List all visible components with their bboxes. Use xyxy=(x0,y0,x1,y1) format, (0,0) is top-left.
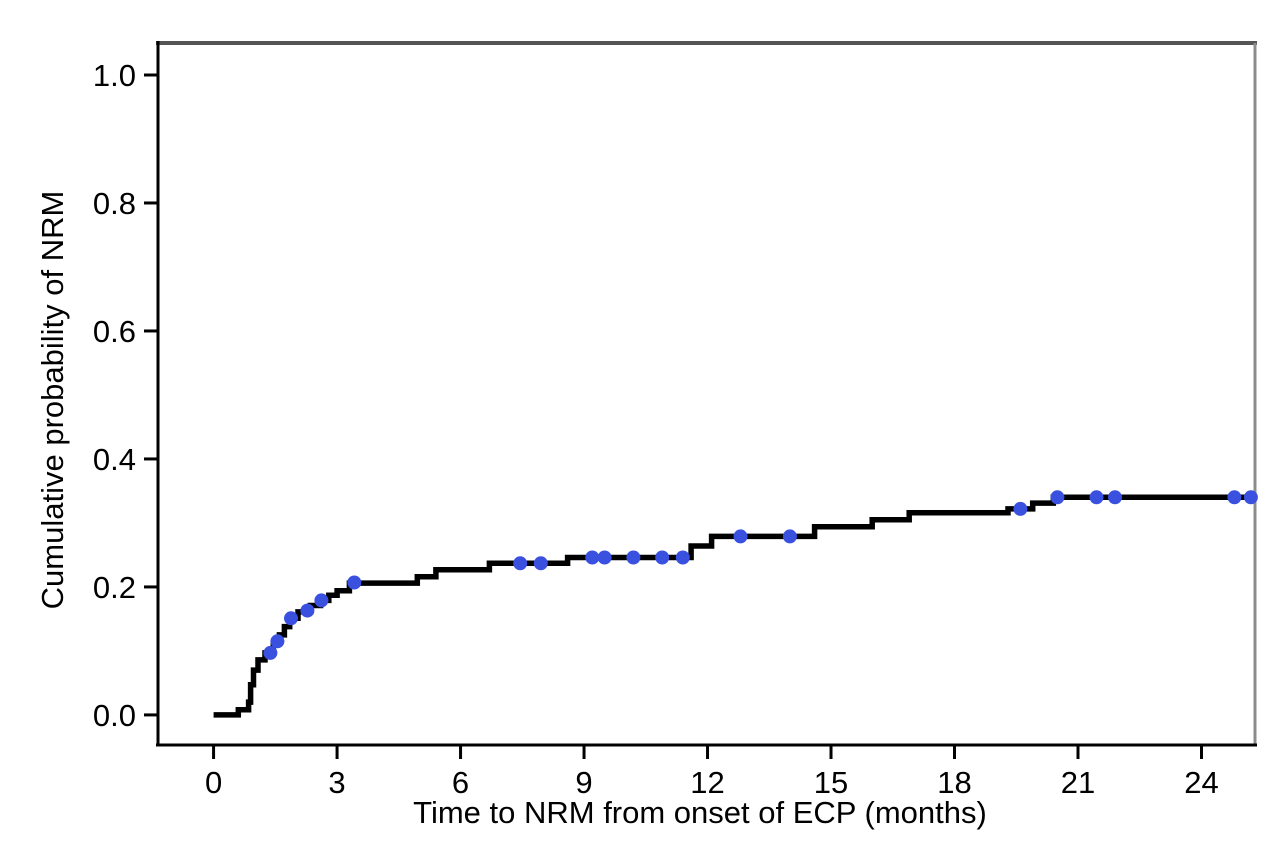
y-tick-label: 0.2 xyxy=(93,570,136,605)
censor-mark xyxy=(1227,490,1242,505)
censor-mark xyxy=(533,556,548,571)
x-tick-label: 9 xyxy=(575,765,592,800)
censor-mark xyxy=(1089,490,1104,505)
censor-mark xyxy=(1050,490,1065,505)
y-tick-label: 0.8 xyxy=(93,186,136,221)
x-axis-label: Time to NRM from onset of ECP (months) xyxy=(413,795,987,830)
censor-mark xyxy=(513,556,528,571)
x-tick-label: 12 xyxy=(690,765,724,800)
censor-mark xyxy=(585,550,600,565)
censor-mark xyxy=(1243,490,1258,505)
plot-borders xyxy=(156,41,1257,747)
x-axis-ticks: 0 3 6 9 12 15 18 21 24 xyxy=(205,745,1219,800)
censor-mark xyxy=(655,550,670,565)
y-axis-label: Cumulative probability of NRM xyxy=(35,191,70,610)
censor-mark xyxy=(782,529,797,544)
y-tick-label: 0.6 xyxy=(93,314,136,349)
censor-mark xyxy=(347,575,362,590)
y-axis-ticks: 0.0 0.2 0.4 0.6 0.8 1.0 xyxy=(93,58,158,733)
censor-mark xyxy=(1108,490,1122,505)
y-tick-label: 1.0 xyxy=(93,58,136,93)
censor-mark xyxy=(597,550,612,565)
censor-mark xyxy=(270,634,285,649)
y-tick-label: 0.0 xyxy=(93,698,136,733)
y-tick-label: 0.4 xyxy=(93,442,136,477)
censor-mark xyxy=(263,645,278,660)
x-tick-label: 3 xyxy=(328,765,345,800)
x-tick-label: 21 xyxy=(1061,765,1095,800)
incidence-curve xyxy=(213,494,1255,718)
censor-mark xyxy=(1013,501,1028,516)
censor-mark xyxy=(284,611,298,626)
censor-mark xyxy=(626,550,641,565)
censor-marks xyxy=(263,490,1258,660)
censor-mark xyxy=(314,593,329,608)
x-tick-label: 18 xyxy=(937,765,971,800)
censor-mark xyxy=(675,550,690,565)
censor-mark xyxy=(733,529,748,544)
x-tick-label: 15 xyxy=(814,765,848,800)
x-tick-label: 0 xyxy=(205,765,222,800)
x-tick-label: 6 xyxy=(452,765,469,800)
censor-mark xyxy=(300,603,315,618)
x-tick-label: 24 xyxy=(1184,765,1218,800)
